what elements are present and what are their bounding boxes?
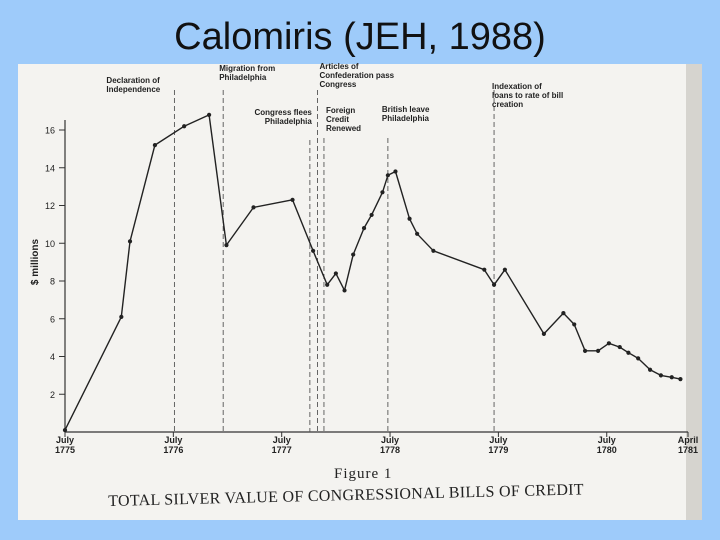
data-point	[333, 271, 338, 276]
data-series	[62, 112, 683, 433]
data-point	[361, 226, 367, 231]
y-tick-label: 2	[50, 390, 55, 400]
y-tick-label: 10	[45, 239, 55, 249]
y-tick-label: 14	[45, 163, 55, 173]
x-tick-label: July	[273, 435, 291, 445]
data-point	[617, 344, 622, 350]
y-tick-label: 16	[45, 126, 55, 136]
x-tick-year-label: 1781	[678, 445, 698, 455]
page-edge-shadow	[686, 64, 702, 520]
data-point	[541, 331, 546, 336]
data-point	[491, 282, 497, 287]
data-point	[311, 248, 316, 253]
event-marker-text: Foreign Credit Renewed	[325, 106, 362, 133]
chart-axes	[59, 120, 689, 437]
y-tick-label: 8	[50, 277, 55, 287]
data-point	[127, 239, 133, 244]
data-point	[595, 348, 601, 353]
data-point	[415, 231, 420, 236]
x-tick-year-label: 1780	[597, 445, 617, 455]
event-marker-text: Congress flees Philadelphia	[254, 108, 312, 126]
data-point	[407, 216, 412, 221]
event-marker-label: Migration from Philadelphia	[219, 64, 276, 82]
event-marker-label: British leave Philadelphia	[381, 105, 430, 123]
x-tick-year-label: 1775	[55, 445, 75, 455]
data-point	[606, 341, 612, 346]
event-marker-label: Articles of Confederation pass Congress	[319, 62, 395, 89]
x-tick-label: July	[56, 435, 74, 445]
data-point	[62, 428, 68, 433]
data-point	[669, 375, 674, 380]
data-point	[380, 190, 385, 195]
event-marker-text: Indexation of loans to rate of bill crea…	[492, 82, 564, 109]
data-point	[572, 322, 577, 327]
x-tick-year-label: 1779	[488, 445, 508, 455]
event-marker-label: Foreign Credit Renewed	[325, 106, 362, 133]
event-marker-text: Declaration of Independence	[106, 76, 161, 94]
y-tick-label: 12	[45, 201, 55, 211]
data-point	[207, 112, 212, 117]
x-tick-label: July	[489, 435, 507, 445]
data-point	[351, 252, 356, 257]
x-tick-label: July	[598, 435, 616, 445]
y-tick-label: 6	[50, 314, 55, 324]
data-point	[342, 288, 347, 293]
data-point	[385, 173, 390, 178]
x-tick-label: July	[381, 435, 399, 445]
data-point	[431, 248, 436, 253]
data-point	[251, 205, 256, 210]
event-marker-label: Indexation of loans to rate of bill crea…	[492, 82, 564, 109]
event-marker-text: Migration from Philadelphia	[219, 64, 276, 82]
figure-label: Figure 1	[334, 466, 393, 482]
scanned-figure-page	[18, 64, 702, 520]
y-tick-label: 4	[50, 352, 55, 362]
data-point	[393, 169, 398, 174]
event-marker-text: British leave Philadelphia	[381, 105, 430, 123]
event-markers	[173, 90, 495, 432]
data-point	[119, 314, 124, 319]
data-point	[678, 377, 683, 382]
data-point	[647, 367, 653, 372]
event-marker-text: Articles of Confederation pass Congress	[319, 62, 395, 89]
data-point	[582, 348, 588, 353]
x-tick-year-label: 1776	[163, 445, 183, 455]
data-point	[152, 143, 158, 148]
data-point	[626, 350, 631, 355]
slide-title: Calomiris (JEH, 1988)	[174, 16, 546, 58]
data-point	[325, 282, 330, 287]
series-line	[64, 114, 681, 431]
data-point	[561, 310, 566, 316]
data-point	[182, 124, 187, 129]
data-point	[369, 212, 374, 218]
event-marker-label: Congress flees Philadelphia	[254, 108, 312, 126]
x-tick-label: April	[678, 435, 699, 445]
data-point	[290, 197, 295, 202]
data-point	[636, 356, 641, 361]
data-point	[658, 373, 664, 378]
y-axis-label: $ millions	[30, 239, 41, 286]
data-point	[502, 267, 507, 272]
data-point	[482, 267, 487, 272]
x-tick-label: July	[164, 435, 182, 445]
event-marker-label: Declaration of Independence	[106, 76, 161, 94]
x-tick-year-label: 1777	[272, 445, 292, 455]
data-point	[224, 243, 229, 248]
x-tick-year-label: 1778	[380, 445, 400, 455]
